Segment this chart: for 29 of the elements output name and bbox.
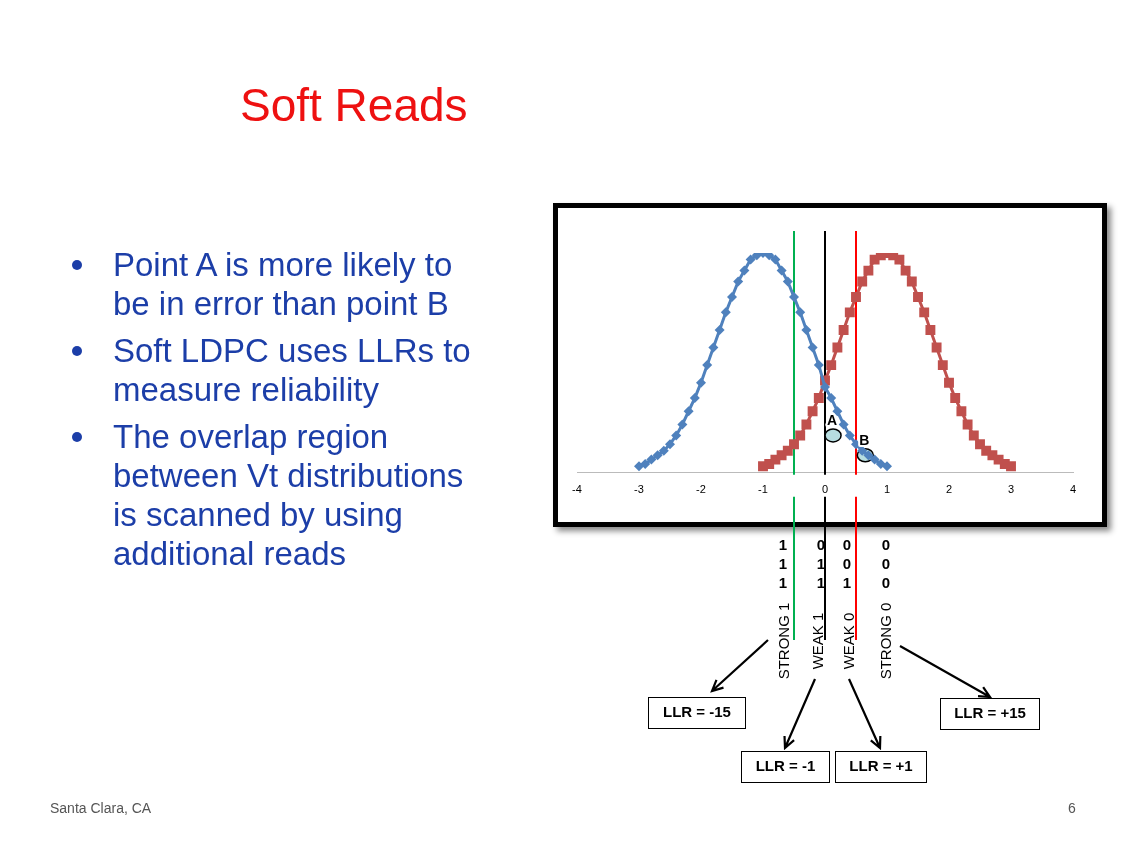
text: WEAK 0 (839, 612, 857, 670)
text: 1 1 1 (777, 535, 789, 592)
text: STRONG 1 (774, 602, 792, 680)
x-tick-label: -3 (634, 483, 644, 496)
text: Point A is more likely to be in error than point B (113, 246, 453, 322)
x-tick-label: -2 (696, 483, 706, 496)
x-tick-label: 1 (883, 483, 891, 496)
chart-title: Soft Reads (240, 78, 468, 132)
text: 0 0 0 (880, 535, 892, 592)
annotation: B (859, 432, 870, 449)
text: LLR = -1 (741, 751, 830, 783)
text: STRONG 0 (876, 602, 894, 680)
text: 0 0 1 (841, 535, 853, 592)
text: LLR = -15 (648, 697, 746, 729)
annotation: A (827, 412, 838, 429)
text: LLR = +1 (835, 751, 927, 783)
x-tick-label: -1 (758, 483, 768, 496)
text: 6 (1068, 800, 1076, 816)
text: WEAK 1 (808, 612, 826, 670)
text: Soft LDPC uses LLRs to measure reliability (113, 332, 471, 408)
text: LLR = +15 (940, 698, 1040, 730)
x-tick-label: 3 (1007, 483, 1015, 496)
text: Santa Clara, CA (50, 800, 152, 816)
x-tick-label: 4 (1069, 483, 1077, 496)
x-tick-label: 2 (945, 483, 953, 496)
x-tick-label: -4 (572, 483, 582, 496)
x-tick-label: 0 (821, 483, 829, 496)
text: 0 1 1 (815, 535, 827, 592)
text: The overlap region between Vt distributions is scanned by using additional reads (113, 418, 464, 572)
